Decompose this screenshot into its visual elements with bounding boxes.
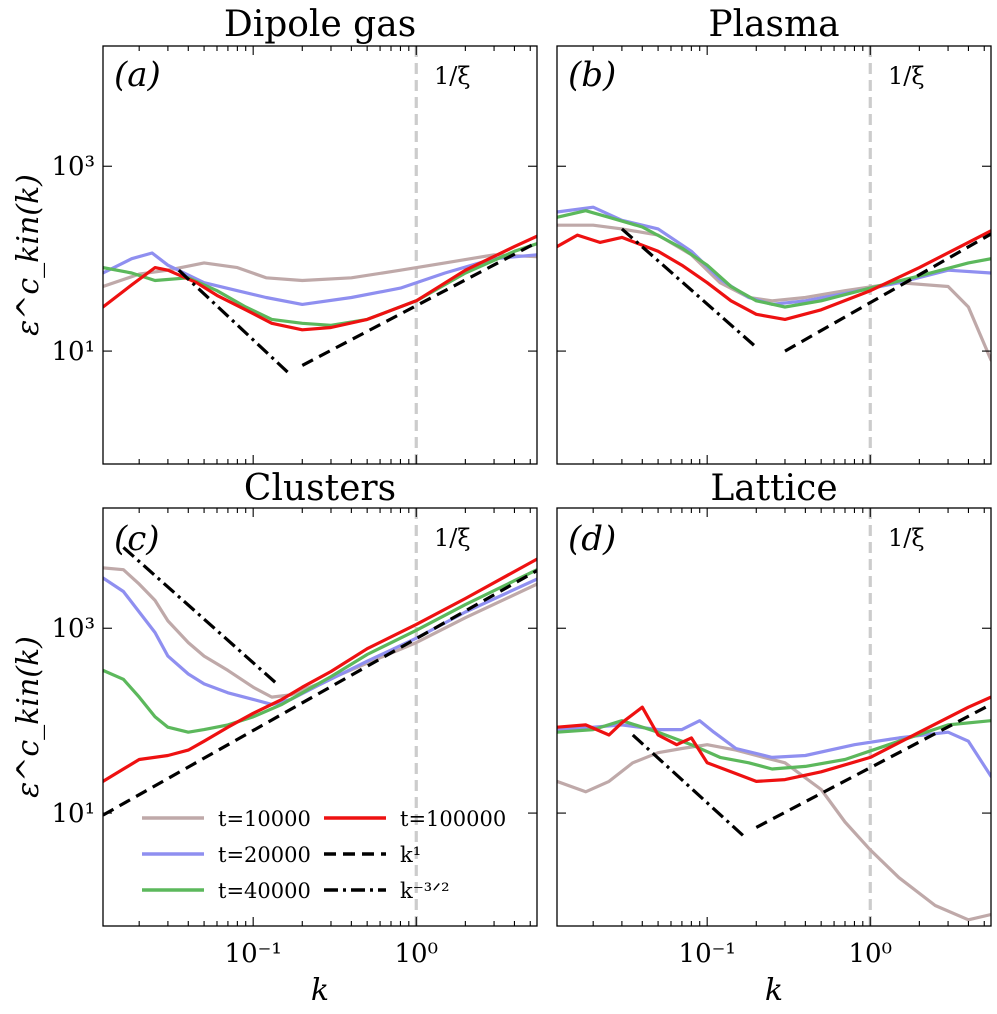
series-t10000-d bbox=[557, 743, 991, 922]
legend-label-t10000: t=10000 bbox=[218, 807, 311, 831]
legend-label-k1: k¹ bbox=[400, 843, 421, 867]
xi-label-a: 1/ξ bbox=[434, 62, 471, 90]
xi-label-c: 1/ξ bbox=[434, 524, 471, 552]
k32-guide-a bbox=[177, 269, 292, 377]
legend-label-k32: k⁻³ᐟ² bbox=[400, 879, 450, 903]
k32-guide-d bbox=[631, 733, 746, 839]
y-tick-label-c-1: 10³ bbox=[51, 614, 95, 644]
panel-c: Clusters 10¹ 10³ 10⁻¹ 10⁰ (c) 1/ξ bbox=[51, 468, 538, 969]
ticks-d: 10⁻¹ 10⁰ bbox=[557, 508, 991, 969]
series-t40000-a bbox=[103, 242, 537, 327]
panel-title-d: Lattice bbox=[710, 468, 837, 509]
panel-a: Dipole gas 10¹ 10³ (a) 1/ξ bbox=[51, 4, 538, 465]
ticks-a: 10¹ 10³ bbox=[51, 46, 537, 464]
k1-guide-b bbox=[784, 232, 991, 353]
k1-guide-d bbox=[755, 702, 991, 829]
axes-frame-b bbox=[556, 45, 992, 465]
series-t100000-c bbox=[103, 557, 537, 783]
axes-frame-c bbox=[102, 507, 538, 927]
plot-area-d bbox=[557, 508, 991, 926]
legend-label-t40000: t=40000 bbox=[218, 879, 311, 903]
ticks-c: 10¹ 10³ 10⁻¹ 10⁰ bbox=[51, 508, 537, 969]
panel-title-c: Clusters bbox=[244, 468, 396, 509]
series-t100000-a bbox=[103, 234, 537, 332]
legend: t=10000 t=20000 t=40000 t=100000 k¹ k⁻³ᐟ² bbox=[142, 807, 506, 903]
panel-label-a: (a) bbox=[114, 55, 161, 95]
panel-title-b: Plasma bbox=[708, 4, 839, 45]
k32-guide-b bbox=[620, 227, 758, 349]
series-t40000-b bbox=[557, 209, 991, 309]
x-tick-label-d-1: 10⁰ bbox=[848, 939, 892, 969]
series-t20000-a bbox=[103, 251, 537, 306]
plot-area-b bbox=[557, 46, 991, 464]
k1-guide-a bbox=[301, 240, 537, 367]
legend-label-t100000: t=100000 bbox=[400, 807, 506, 831]
panel-d: Lattice 10⁻¹ 10⁰ (d) 1/ξ bbox=[556, 468, 992, 969]
x-tick-label-c-1: 10⁰ bbox=[394, 939, 438, 969]
panel-label-b: (b) bbox=[568, 55, 616, 95]
plot-area-a bbox=[103, 46, 537, 464]
panel-label-d: (d) bbox=[568, 519, 616, 559]
x-axis-label-right: k bbox=[765, 973, 783, 1008]
y-axis-label-top: ε^c_kin(k) bbox=[11, 174, 46, 336]
series-t10000-b bbox=[557, 223, 991, 362]
legend-label-t20000: t=20000 bbox=[218, 843, 311, 867]
panel-title-a: Dipole gas bbox=[224, 4, 416, 45]
y-tick-label-a-0: 10¹ bbox=[51, 337, 95, 367]
x-tick-label-d-0: 10⁻¹ bbox=[679, 939, 736, 969]
x-tick-label-c-0: 10⁻¹ bbox=[225, 939, 282, 969]
y-axis-label-bottom: ε^c_kin(k) bbox=[11, 636, 46, 798]
k32-guide-c bbox=[122, 546, 279, 686]
y-tick-label-a-1: 10³ bbox=[51, 152, 95, 182]
xi-label-b: 1/ξ bbox=[888, 62, 925, 90]
x-axis-label-left: k bbox=[311, 973, 329, 1008]
k1-guide-c bbox=[103, 569, 537, 817]
axes-frame-a bbox=[102, 45, 538, 465]
plot-area-c bbox=[103, 508, 537, 926]
panel-label-c: (c) bbox=[114, 519, 160, 559]
ticks-b bbox=[557, 46, 991, 464]
axes-frame-d bbox=[556, 507, 992, 927]
series-t100000-b bbox=[557, 229, 991, 321]
xi-label-d: 1/ξ bbox=[888, 524, 925, 552]
series-t100000-d bbox=[557, 695, 991, 783]
series-t20000-c bbox=[103, 576, 537, 706]
y-tick-label-c-0: 10¹ bbox=[51, 799, 95, 829]
panel-b: Plasma (b) 1/ξ bbox=[556, 4, 992, 465]
